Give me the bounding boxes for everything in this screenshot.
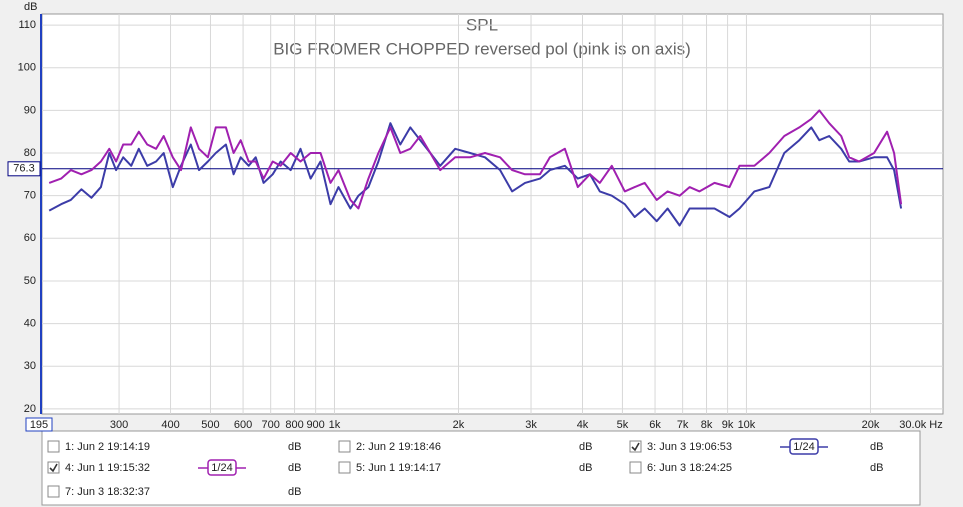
x-tick-label: 9k [722,419,734,431]
x-tick-label: 5k [617,419,629,431]
legend-label: 6: Jun 3 18:24:25 [647,462,732,474]
y-tick-label: 110 [18,19,36,31]
legend-checkbox[interactable] [47,461,60,474]
legend-checkbox[interactable] [629,461,642,474]
legend-entry: 5: Jun 1 19:14:17 dB [338,461,592,474]
y-tick-label: 50 [24,275,36,287]
legend-panel [41,430,921,506]
legend-unit: dB [288,486,301,498]
x-tick-label: 900 [306,419,324,431]
legend-checkbox[interactable] [47,485,60,498]
x-tick-label: 600 [234,419,252,431]
legend-entry: 4: Jun 1 19:15:32 1/24 dB [47,459,301,476]
x-tick-label: 30.0k Hz [899,419,942,431]
x-tick-label: 700 [261,419,279,431]
legend-checkbox[interactable] [47,440,60,453]
x-tick-label: 300 [110,419,128,431]
legend-checkbox[interactable] [338,461,351,474]
x-tick-label: 2k [453,419,465,431]
check-mark [631,442,640,452]
legend-unit: dB [870,462,883,474]
smoothing-label: 1/24 [211,462,232,474]
x-tick-label: 4k [577,419,589,431]
legend-entry: 3: Jun 3 19:06:53 1/24 dB [629,438,883,455]
legend-checkbox[interactable] [629,440,642,453]
x-tick-label: 7k [677,419,689,431]
legend-unit: dB [288,462,301,474]
x-tick-label: 10k [738,419,756,431]
x-start-box [25,417,53,432]
series-line [48,122,903,227]
y-tick-label: 70 [24,190,36,202]
y-tick-label: 60 [24,232,36,244]
legend-unit: dB [579,462,592,474]
x-tick-label: 20k [862,419,880,431]
y-tick-label: 100 [18,62,36,74]
legend-entry: 7: Jun 3 18:32:37 dB [47,485,301,498]
legend-unit: dB [870,441,883,453]
x-tick-label: 1k [329,419,341,431]
y-tick-label: 20 [24,403,36,415]
smoothing-label: 1/24 [793,441,814,453]
legend-label: 3: Jun 3 19:06:53 [647,441,732,453]
chart-subtitle: BIG FROMER CHOPPED reversed pol (pink is… [273,39,691,58]
y-tick-label: 30 [24,360,36,372]
legend-unit: dB [288,441,301,453]
x-tick-label: 800 [285,419,303,431]
x-tick-label: 6k [649,419,661,431]
y-tick-label: 90 [24,104,36,116]
x-start-label: 195 [30,419,48,431]
legend-checkbox[interactable] [338,440,351,453]
y-tick-label: 80 [24,147,36,159]
check-mark [49,463,58,473]
reference-box [7,161,41,177]
legend-label: 7: Jun 3 18:32:37 [65,486,150,498]
legend-entry: 1: Jun 2 19:14:19 dB [47,440,301,453]
series-line [48,109,903,210]
x-tick-label: 500 [201,419,219,431]
legend-label: 1: Jun 2 19:14:19 [65,441,150,453]
x-tick-label: 8k [701,419,713,431]
legend-unit: dB [579,441,592,453]
x-tick-label: 400 [161,419,179,431]
legend-entry: 2: Jun 2 19:18:46 dB [338,440,592,453]
x-tick-label: 3k [525,419,537,431]
plot-area [41,13,944,415]
legend-label: 4: Jun 1 19:15:32 [65,462,150,474]
reference-label: 76.3 [13,163,34,175]
legend-label: 2: Jun 2 19:18:46 [356,441,441,453]
legend-label: 5: Jun 1 19:14:17 [356,462,441,474]
y-axis-label: dB [24,1,37,13]
y-tick-label: 40 [24,318,36,330]
legend-entry: 6: Jun 3 18:24:25 dB [629,461,883,474]
